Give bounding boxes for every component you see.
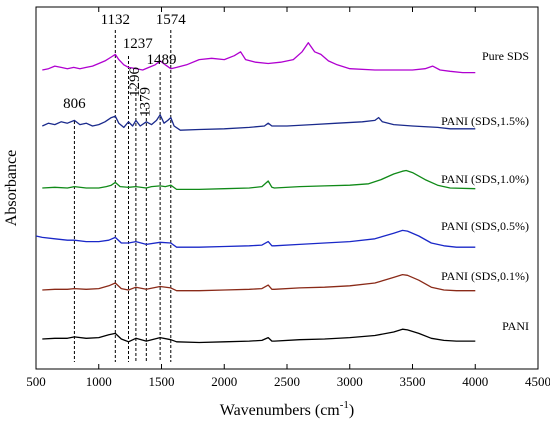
x-tick-label-4500: 4500: [525, 374, 550, 389]
x-axis-title-superscript: -1: [340, 399, 349, 411]
peak-label-1379: 1379: [138, 87, 154, 117]
series-label-pani-sds-1-5: PANI (SDS,1.5%): [441, 114, 529, 128]
series-label-pani-sds-0-1: PANI (SDS,0.1%): [441, 269, 529, 283]
peak-label-806: 806: [63, 96, 86, 112]
peak-label-1489: 1489: [147, 52, 177, 68]
series-layer: [35, 42, 476, 344]
series-line-pani: [42, 328, 476, 344]
y-axis-title: Absorbance: [3, 150, 20, 226]
x-axis-title: Wavenumbers (cm-1): [220, 399, 355, 419]
x-axis-title-close: ): [349, 402, 354, 419]
peak-label-1574: 1574: [156, 12, 187, 28]
series-line-pani-sds-0-1: [42, 273, 476, 292]
series-line-pani-sds-1-0: [42, 169, 476, 191]
x-tick-label-3500: 3500: [400, 374, 426, 389]
series-label-pure-sds: Pure SDS: [482, 49, 529, 63]
series-label-pani-sds-1-0: PANI (SDS,1.0%): [441, 172, 529, 186]
x-tick-label-3000: 3000: [337, 374, 363, 389]
x-tick-label-4000: 4000: [462, 374, 488, 389]
x-tick-label-2000: 2000: [211, 374, 237, 389]
x-axis-title-main: Wavenumbers (cm: [220, 402, 341, 419]
x-tick-label-500: 500: [26, 374, 46, 389]
series-label-pani-sds-0-5: PANI (SDS,0.5%): [441, 219, 529, 233]
x-tick-label-1000: 1000: [86, 374, 112, 389]
peak-label-1237: 1237: [123, 36, 154, 52]
series-label-pani: PANI: [502, 319, 529, 333]
series-line-pure-sds: [42, 42, 476, 74]
peak-reference-lines: [73, 30, 172, 362]
series-line-pani-sds-0-5: [35, 229, 476, 248]
x-axis: 500 1000 1500 2000 2500 3000 3500 4000 4500: [26, 7, 550, 389]
x-tick-label-1500: 1500: [149, 374, 175, 389]
peak-label-1132: 1132: [101, 12, 130, 28]
peak-label-1296: 1296: [127, 67, 143, 98]
x-tick-label-2500: 2500: [274, 374, 300, 389]
series-line-pani-sds-1-5: [42, 114, 476, 131]
series-labels: Pure SDS PANI (SDS,1.5%) PANI (SDS,1.0%) PA…: [441, 49, 529, 333]
